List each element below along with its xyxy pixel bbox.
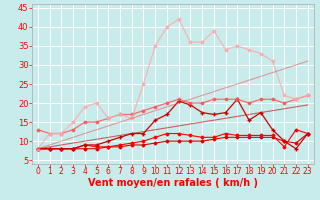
X-axis label: Vent moyen/en rafales ( km/h ): Vent moyen/en rafales ( km/h ) bbox=[88, 178, 258, 188]
